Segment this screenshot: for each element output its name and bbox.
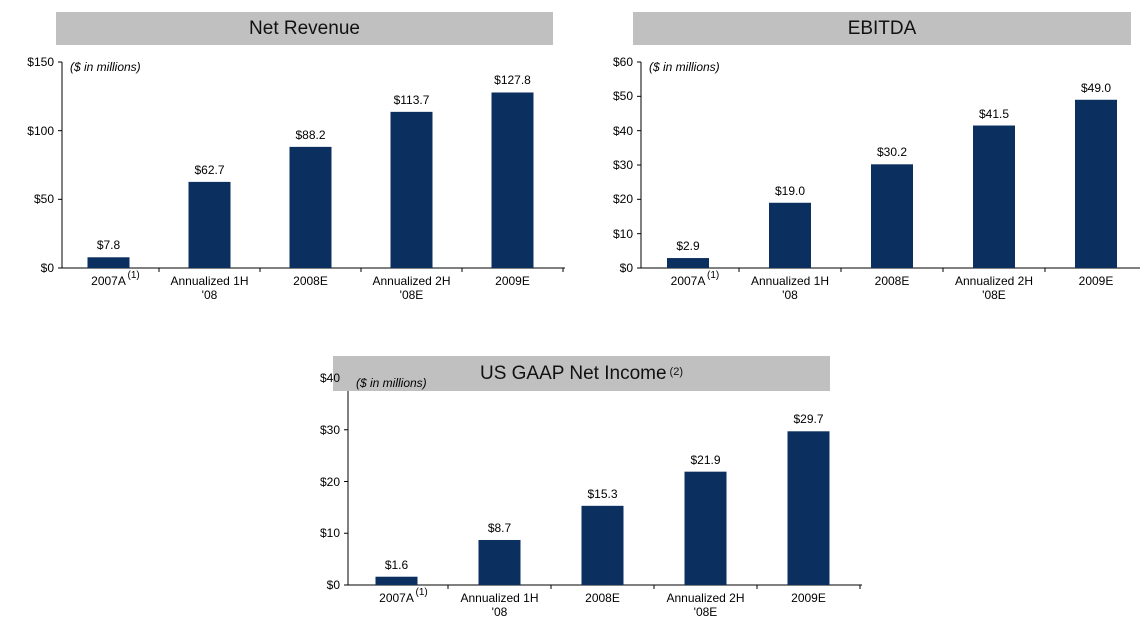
category-note: (1) (707, 270, 720, 281)
y-tick-label: $0 (619, 261, 633, 275)
bar (684, 471, 727, 585)
value-label: $7.8 (96, 238, 121, 253)
x-tick-label: 2007A (379, 591, 414, 605)
value-label: $41.5 (978, 106, 1010, 121)
y-tick-label: $0 (326, 578, 340, 592)
value-label: $21.9 (690, 452, 721, 467)
bar (478, 539, 521, 585)
bar (581, 505, 624, 585)
y-tick-label: $50 (33, 192, 54, 207)
chart-title-box: EBITDA (633, 12, 1131, 45)
y-tick-label: $20 (319, 474, 340, 489)
bar (1075, 99, 1117, 269)
x-tick-label: Annualized 2H '08E (666, 591, 745, 619)
value-label: $127.8 (494, 73, 531, 88)
y-tick-label: $30 (319, 422, 340, 437)
x-tick-label: Annualized 1H '08 (170, 274, 249, 302)
y-tick-label: $30 (612, 158, 633, 172)
subtitle: ($ in millions) (70, 60, 141, 74)
subtitle: ($ in millions) (649, 60, 720, 74)
value-label: $49.0 (1080, 80, 1112, 95)
y-tick-label: $60 (612, 55, 633, 69)
y-tick-label: $50 (612, 89, 633, 104)
value-label: $15.3 (587, 486, 618, 501)
bar (769, 202, 811, 268)
y-tick-label: $40 (319, 371, 340, 385)
subtitle: ($ in millions) (356, 376, 427, 390)
value-label: $30.2 (876, 145, 908, 160)
bar (667, 258, 709, 268)
bar (491, 92, 534, 268)
category-note: (1) (127, 270, 140, 281)
value-label: $113.7 (393, 92, 430, 107)
y-tick-label: $100 (27, 123, 54, 138)
y-tick-label: $10 (612, 226, 633, 241)
x-tick-label: Annualized 2H '08E (372, 274, 451, 302)
value-label: $19.0 (774, 183, 806, 198)
chart-title: US GAAP Net Income (479, 362, 667, 384)
value-label: $8.7 (487, 520, 512, 535)
x-tick-label: 2007A (91, 274, 126, 288)
y-tick-label: $0 (40, 261, 54, 275)
y-tick-label: $150 (27, 55, 54, 69)
x-tick-label: 2007A (670, 274, 706, 288)
value-label: $1.6 (384, 557, 409, 572)
bar (390, 111, 433, 269)
x-tick-label: 2008E (585, 591, 620, 605)
y-tick-label: $20 (612, 192, 633, 207)
x-tick-label: Annualized 2H '08E (954, 274, 1034, 302)
y-tick-label: $40 (612, 123, 633, 138)
x-tick-label: 2008E (874, 274, 910, 288)
title-note: (2) (669, 365, 683, 378)
category-note: (1) (415, 587, 428, 598)
value-label: $62.7 (194, 162, 225, 177)
value-label: $29.7 (793, 412, 824, 427)
x-tick-label: Annualized 1H '08 (460, 591, 539, 619)
bar (289, 146, 332, 268)
y-tick-label: $10 (319, 526, 340, 541)
bar (188, 181, 231, 268)
x-tick-label: 2008E (293, 274, 328, 288)
bar (871, 164, 913, 268)
chart-title: EBITDA (847, 17, 917, 39)
x-tick-label: Annualized 1H '08 (750, 274, 830, 302)
bar (973, 125, 1015, 269)
bar (87, 257, 130, 268)
value-label: $2.9 (676, 239, 700, 254)
chart-title-box: Net Revenue (56, 12, 553, 45)
chart-title-box: US GAAP Net Income (2) (333, 356, 830, 391)
chart-title: Net Revenue (249, 17, 360, 39)
x-tick-label: 2009E (495, 274, 530, 288)
x-tick-label: 2009E (1078, 274, 1114, 288)
bar (375, 576, 418, 585)
bar (787, 431, 830, 585)
value-label: $88.2 (295, 127, 326, 142)
x-tick-label: 2009E (791, 591, 826, 605)
